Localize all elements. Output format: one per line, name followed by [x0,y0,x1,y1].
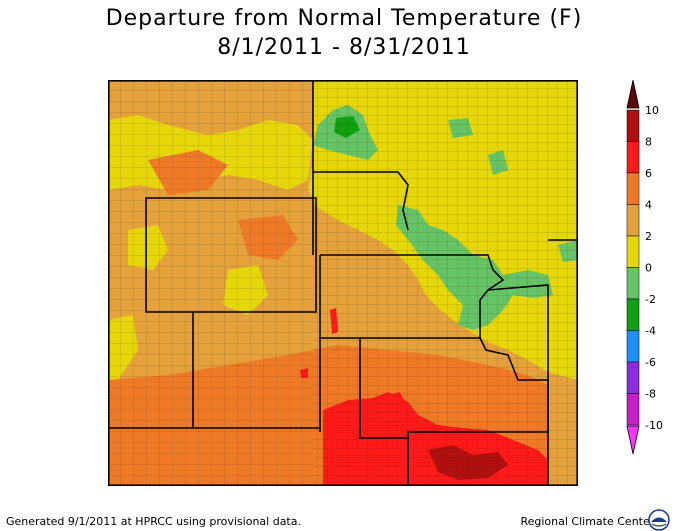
legend-tick-label: 2 [645,230,652,243]
legend-swatch [626,109,640,142]
legend-tick-label: 10 [645,104,659,117]
legend-swatch [626,172,640,205]
county-grid-west [108,80,313,486]
legend-swatch [626,330,640,363]
legend-swatch [626,267,640,300]
legend-tick-label: 0 [645,262,652,275]
legend-swatch [626,204,640,237]
county-grid-east [313,80,578,486]
noaa-logo-icon [648,509,670,531]
legend-swatch [626,298,640,331]
color-legend: 10 8 6 4 2 0 -2 -4 -6 -8 -10 [626,80,663,455]
legend-swatch [626,235,640,268]
map-date-range: 8/1/2011 - 8/31/2011 [217,35,471,60]
legend-bottom-arrow-icon [626,425,640,455]
legend-swatch [626,141,640,174]
legend-tick-label: 8 [645,136,652,149]
legend-tick-label: -2 [645,293,656,306]
legend-tick-label: -8 [645,388,656,401]
legend-tick-label: -4 [645,325,656,338]
legend-tick-label: 4 [645,199,652,212]
legend-tick-label: -6 [645,356,656,369]
state-boundaries [108,80,578,486]
legend-top-arrow-icon [626,80,640,109]
legend-tick-label: 6 [645,167,652,180]
footer-credit: Regional Climate Centers [520,515,660,528]
legend-swatch [626,393,640,426]
map-title: Departure from Normal Temperature (F) [105,6,583,31]
temperature-departure-map [108,80,578,486]
footer-generated-note: Generated 9/1/2011 at HPRCC using provis… [6,515,301,528]
legend-tick-label: -10 [645,419,663,432]
legend-swatch [626,361,640,394]
